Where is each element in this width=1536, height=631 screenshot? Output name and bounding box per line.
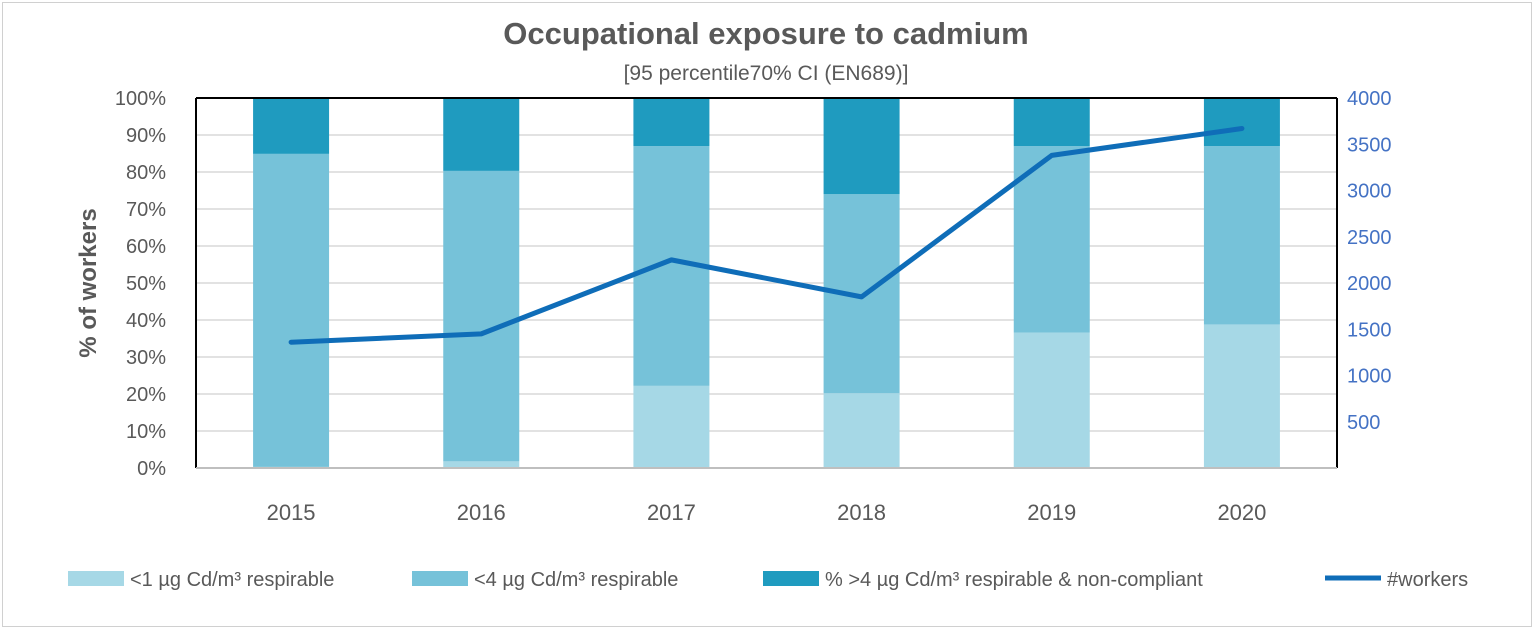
bar-2016-series-0 [443,461,520,468]
y-tick-label: 30% [126,347,166,369]
x-tick-label: 2017 [647,500,696,525]
x-tick-label: 2016 [457,500,506,525]
y2-tick-label: 500 [1347,412,1380,434]
legend-label-3: #workers [1387,569,1468,591]
y-tick-label: 50% [126,273,166,295]
x-tick-label: 2020 [1217,500,1266,525]
y2-tick-label: 1500 [1347,319,1392,341]
y-tick-label: 0% [137,458,166,480]
bar-2020-series-1 [1203,146,1280,325]
legend-label-2: % >4 µg Cd/m³ respirable & non-compliant [825,569,1203,591]
bar-2015-series-1 [253,153,330,467]
y-tick-label: 40% [126,310,166,332]
bar-2016-series-2 [443,98,520,171]
y2-tick-label: 2500 [1347,227,1392,249]
y-tick-label: 60% [126,236,166,258]
y-tick-label: 80% [126,162,166,184]
y-tick-label: 90% [126,125,166,147]
line-series-workers [288,126,1245,345]
bar-2016-series-1 [443,170,520,462]
y2-tick-label: 1000 [1347,366,1392,388]
y-tick-label: 10% [126,421,166,443]
y2-tick-label: 4000 [1347,88,1392,110]
x-tick-label: 2018 [837,500,886,525]
y2-tick-label: 2000 [1347,273,1392,295]
y-tick-label: 100% [115,88,166,110]
x-tick-label: 2015 [267,500,316,525]
bar-2017-series-0 [633,385,710,468]
bar-2019-series-0 [1013,332,1090,468]
chart-title: Occupational exposure to cadmium [503,16,1028,51]
bar-2017-series-2 [633,98,710,147]
bar-2020-series-2 [1203,98,1280,147]
legend-swatch-1 [412,571,468,586]
bar-2015-series-2 [253,98,330,154]
bar-2018-series-2 [823,98,900,195]
legend-label-0: <1 µg Cd/m³ respirable [130,569,334,591]
chart-subtitle: [95 percentile70% CI (EN689)] [624,62,909,85]
bar-2019-series-2 [1013,98,1090,147]
y-tick-label: 70% [126,199,166,221]
y2-tick-label: 3500 [1347,134,1392,156]
bar-2020-series-0 [1203,324,1280,468]
legend-swatch-2 [763,571,819,586]
y2-tick-label: 3000 [1347,181,1392,203]
legend-label-1: <4 µg Cd/m³ respirable [474,569,678,591]
legend-swatch-0 [68,571,124,586]
y-tick-label: 20% [126,384,166,406]
bar-2018-series-0 [823,393,900,468]
y-axis-label: % of workers [75,208,102,357]
x-tick-label: 2019 [1027,500,1076,525]
